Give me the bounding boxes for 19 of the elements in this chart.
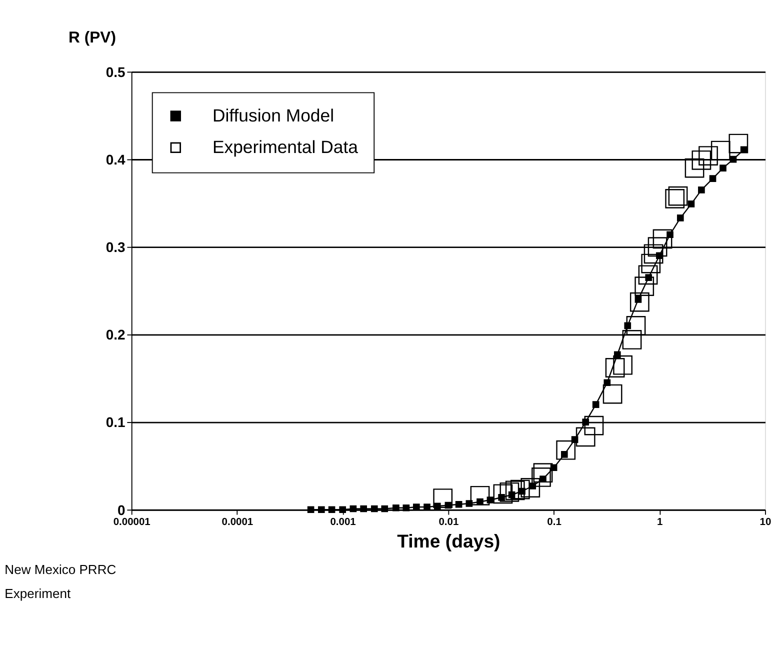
y-tick-label: 0.5 <box>106 64 126 80</box>
text: New Mexico PRRC <box>4 562 116 577</box>
y-tick-label: 0.1 <box>106 414 126 430</box>
x-axis-title: Time (days) <box>397 530 500 552</box>
text: Experiment <box>4 586 71 602</box>
x-tick-label: 10 <box>760 517 772 528</box>
y-tick-label: 0.2 <box>106 326 126 343</box>
y-tick-label: 0.4 <box>106 151 126 168</box>
x-tick-label: 0.001 <box>330 517 356 528</box>
x-tick-label: 0.1 <box>547 517 562 528</box>
x-tick-label: 1 <box>657 517 664 528</box>
x-tick-label: 0.0001 <box>222 517 254 528</box>
x-tick-label: 0.01 <box>438 517 459 528</box>
legend-label: Experimental Data <box>212 137 358 158</box>
y-tick-label: 0 <box>118 502 126 518</box>
legend-label: Diffusion Model <box>212 106 334 126</box>
y-tick-label: 0.3 <box>106 239 126 255</box>
y-axis-title: R (PV) <box>68 29 116 46</box>
x-tick-label: 0.00001 <box>113 517 151 528</box>
